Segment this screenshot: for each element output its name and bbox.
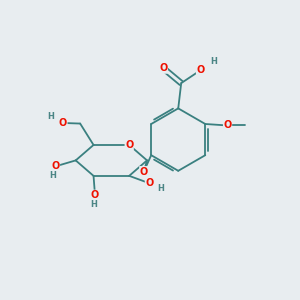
Text: H: H	[157, 184, 164, 193]
Text: O: O	[224, 121, 232, 130]
Text: O: O	[145, 178, 154, 188]
Text: O: O	[59, 118, 67, 128]
Text: O: O	[159, 63, 167, 73]
Text: O: O	[51, 161, 60, 171]
Text: H: H	[48, 112, 55, 121]
Text: H: H	[50, 171, 56, 180]
Text: O: O	[91, 190, 99, 200]
Text: H: H	[211, 57, 217, 66]
Text: H: H	[90, 200, 97, 208]
Text: O: O	[196, 65, 205, 75]
Text: O: O	[140, 167, 148, 176]
Text: O: O	[125, 140, 133, 150]
